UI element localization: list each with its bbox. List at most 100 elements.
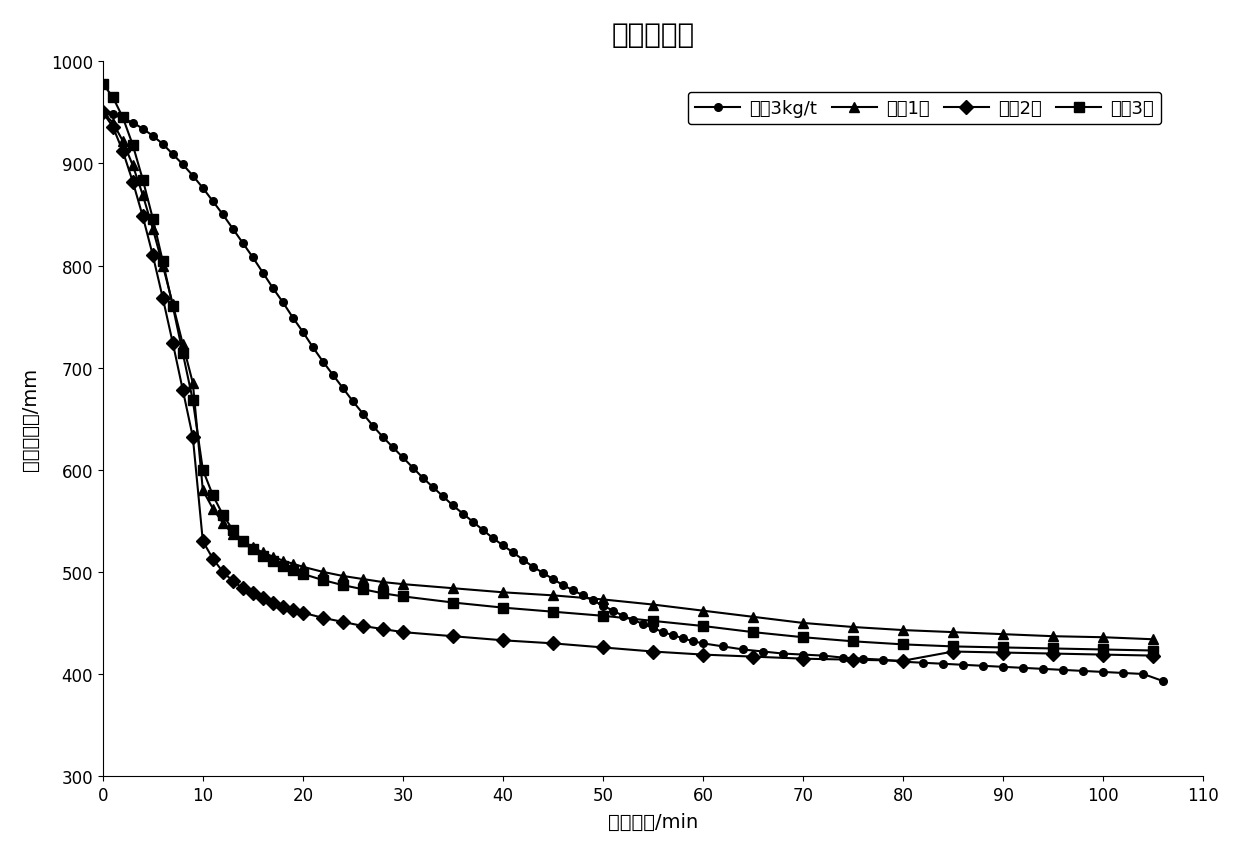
配比2号: [196, 537, 211, 547]
配备3号: [295, 569, 310, 579]
配备3号: [206, 491, 221, 501]
配备3号: [356, 584, 371, 595]
配比2号: [796, 653, 811, 664]
配比1号: [1146, 635, 1161, 645]
配备3号: [95, 79, 110, 89]
配比2号: [315, 613, 330, 623]
Line: 配比2号: 配比2号: [98, 108, 1158, 665]
配比1号: [135, 191, 150, 201]
配备3号: [1045, 643, 1060, 653]
配备3号: [125, 141, 140, 151]
配比1号: [946, 627, 961, 637]
配比2号: [165, 338, 180, 348]
配比1号: [285, 559, 300, 569]
配比1号: [226, 529, 241, 539]
配比1号: [175, 340, 190, 350]
配比2号: [996, 648, 1011, 658]
配备3号: [846, 636, 861, 647]
配备3号: [255, 550, 270, 561]
石灰3kg/t: [145, 131, 160, 141]
配备3号: [696, 621, 711, 631]
Legend: 石灰3kg/t, 配比1号, 配比2号, 配备3号: 石灰3kg/t, 配比1号, 配比2号, 配备3号: [688, 93, 1161, 125]
配备3号: [336, 580, 351, 590]
配比2号: [646, 647, 661, 657]
配比2号: [376, 625, 391, 635]
石灰3kg/t: [755, 647, 770, 657]
配比2号: [186, 433, 201, 443]
Line: 配比1号: 配比1号: [98, 108, 1158, 644]
配比2号: [1146, 651, 1161, 661]
配比1号: [445, 584, 460, 594]
配备3号: [285, 565, 300, 575]
配比2号: [745, 652, 760, 662]
配比1号: [105, 118, 120, 129]
配比2号: [285, 605, 300, 615]
配比2号: [846, 655, 861, 665]
石灰3kg/t: [1156, 676, 1171, 687]
配比1号: [165, 300, 180, 310]
配比1号: [846, 622, 861, 632]
配备3号: [186, 395, 201, 406]
配备3号: [496, 602, 511, 613]
配比2号: [445, 631, 460, 642]
配比1号: [115, 136, 130, 147]
配备3号: [196, 465, 211, 475]
石灰3kg/t: [836, 653, 851, 663]
配备3号: [135, 176, 150, 186]
配备3号: [246, 544, 260, 555]
配比1号: [145, 224, 160, 234]
石灰3kg/t: [506, 548, 521, 558]
石灰3kg/t: [465, 517, 480, 527]
配比1号: [595, 595, 610, 605]
配备3号: [275, 561, 290, 571]
配备3号: [226, 526, 241, 536]
配比1号: [155, 261, 170, 271]
配备3号: [175, 348, 190, 359]
石灰3kg/t: [105, 110, 120, 120]
配备3号: [145, 214, 160, 224]
配备3号: [996, 642, 1011, 653]
配比2号: [175, 386, 190, 396]
配比2号: [115, 147, 130, 157]
配备3号: [895, 640, 910, 650]
配比1号: [796, 618, 811, 628]
配备3号: [646, 616, 661, 626]
配备3号: [236, 537, 250, 547]
配比2号: [496, 636, 511, 646]
配比1号: [206, 504, 221, 514]
配备3号: [155, 257, 170, 268]
Title: 沉降曲线图: 沉降曲线图: [611, 20, 694, 49]
Line: 配备3号: 配备3号: [98, 80, 1158, 655]
配比1号: [295, 562, 310, 573]
X-axis label: 沉降时间/min: 沉降时间/min: [608, 812, 698, 832]
配比1号: [125, 161, 140, 171]
配备3号: [445, 598, 460, 608]
配比1号: [216, 518, 231, 528]
配备3号: [165, 302, 180, 312]
配比1号: [236, 537, 250, 547]
配比1号: [696, 606, 711, 616]
配备3号: [115, 113, 130, 124]
配比1号: [745, 612, 760, 622]
配比2号: [895, 656, 910, 666]
配比2号: [595, 642, 610, 653]
配备3号: [745, 627, 760, 637]
配比1号: [376, 578, 391, 588]
配比2号: [95, 108, 110, 118]
配比2号: [246, 589, 260, 599]
配比1号: [646, 600, 661, 610]
配备3号: [216, 510, 231, 521]
配备3号: [265, 556, 280, 566]
配比1号: [275, 556, 290, 566]
配比1号: [196, 486, 211, 496]
配比1号: [496, 588, 511, 598]
配比2号: [135, 212, 150, 222]
配比2号: [216, 567, 231, 578]
配比2号: [145, 250, 160, 261]
配比1号: [95, 108, 110, 118]
配比2号: [696, 650, 711, 660]
配比2号: [125, 177, 140, 187]
配备3号: [376, 589, 391, 599]
石灰3kg/t: [95, 108, 110, 118]
配比1号: [186, 378, 201, 389]
